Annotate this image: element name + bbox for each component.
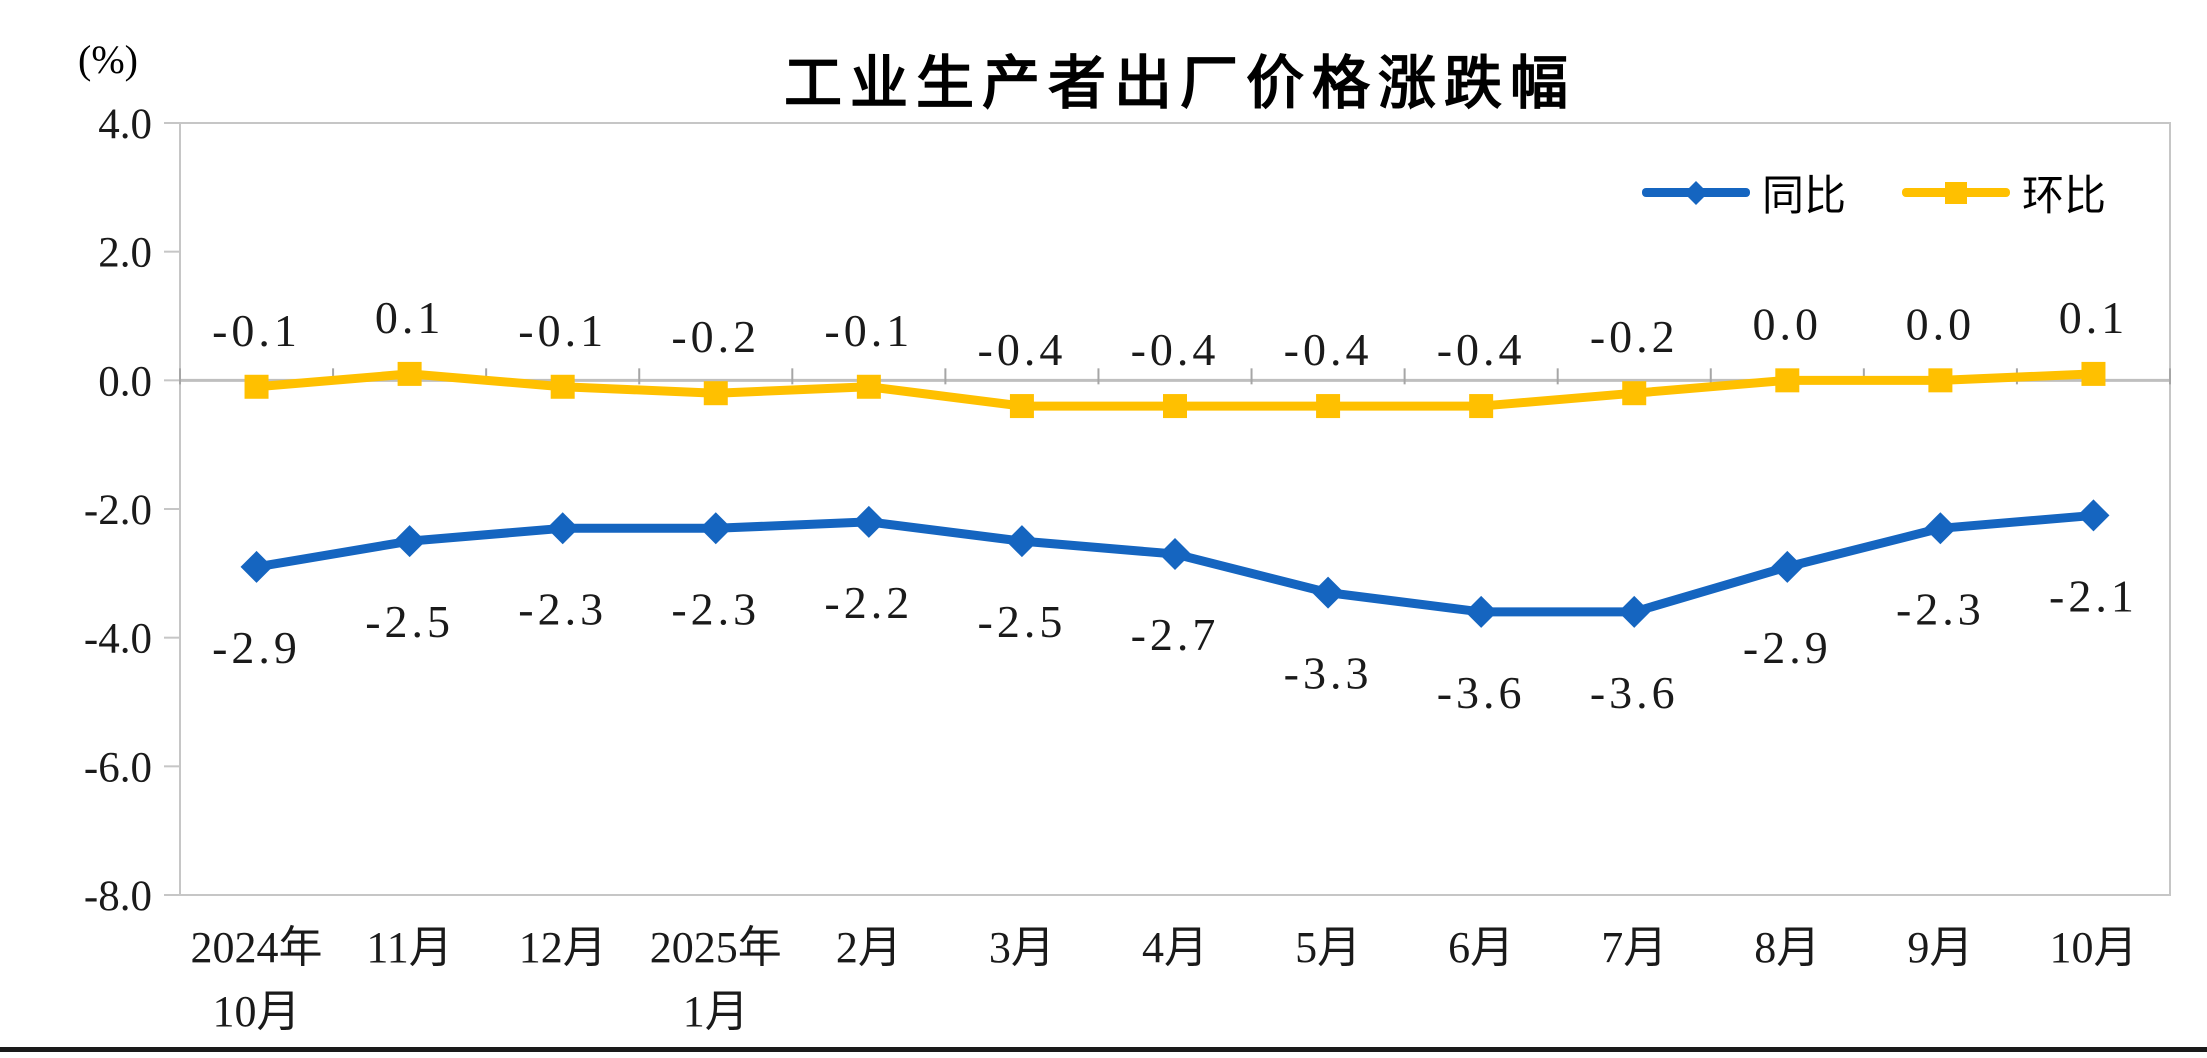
legend-item-mom: 环比 — [1902, 162, 2106, 223]
x-axis-label: 6月 — [1448, 923, 1514, 972]
data-label: 0.0 — [1906, 298, 1976, 349]
data-label: -2.5 — [978, 596, 1067, 647]
x-axis-label: 11月 — [366, 923, 452, 972]
data-label: -0.4 — [1437, 324, 1526, 375]
data-point-marker — [546, 512, 579, 545]
data-point-marker — [550, 374, 575, 399]
y-tick-label: -8.0 — [84, 873, 152, 920]
data-label: -3.6 — [1437, 667, 1526, 718]
data-point-marker — [1775, 368, 1800, 393]
x-axis-label: 4月 — [1142, 923, 1208, 972]
data-point-marker — [856, 374, 881, 399]
data-point-marker — [852, 505, 885, 538]
chart-title: 工业生产者出厂价格涨跌幅 — [783, 49, 1576, 117]
y-tick-label: -4.0 — [84, 616, 152, 663]
data-label: -0.1 — [212, 305, 301, 356]
data-label: -2.1 — [2049, 570, 2138, 621]
data-point-marker — [1771, 550, 1804, 583]
x-axis-label: 2月 — [836, 923, 902, 972]
data-point-marker — [1316, 394, 1341, 419]
y-tick-label: 2.0 — [98, 230, 152, 277]
data-point-marker — [244, 374, 269, 399]
x-axis-label: 5月 — [1295, 923, 1361, 972]
data-label: -0.4 — [978, 324, 1067, 375]
data-point-marker — [2081, 361, 2106, 386]
y-tick-label: -6.0 — [84, 744, 152, 791]
data-label: -0.1 — [518, 305, 607, 356]
data-label: -0.4 — [1131, 324, 1220, 375]
x-axis-label: 3月 — [989, 923, 1055, 972]
y-axis-unit-label: (%) — [78, 37, 138, 82]
data-point-marker — [1159, 538, 1191, 571]
data-point-marker — [393, 525, 426, 558]
data-point-marker — [1163, 394, 1187, 419]
data-point-marker — [1469, 394, 1494, 419]
data-label: -2.3 — [1896, 583, 1985, 634]
data-label: -2.7 — [1131, 609, 1220, 660]
data-label: -0.1 — [824, 305, 913, 356]
data-point-marker — [397, 361, 422, 386]
data-label: -2.2 — [824, 577, 913, 628]
y-tick-label: 4.0 — [98, 101, 152, 148]
data-label: -2.3 — [671, 583, 760, 634]
data-point-marker — [1622, 381, 1647, 406]
data-point-marker — [1465, 595, 1498, 628]
y-tick-label: -2.0 — [84, 487, 152, 534]
data-label: -2.9 — [1743, 622, 1832, 673]
data-label: -0.4 — [1284, 324, 1373, 375]
data-point-marker — [1928, 368, 1953, 393]
x-axis-label: 8月 — [1754, 923, 1820, 972]
data-label: 0.0 — [1753, 298, 1823, 349]
data-label: -2.3 — [518, 583, 607, 634]
data-point-marker — [1005, 525, 1038, 558]
x-axis-label: 12月 — [519, 923, 607, 972]
legend: 同比 环比 — [1642, 162, 2106, 223]
data-point-marker — [1924, 512, 1957, 545]
plot-border — [179, 122, 2171, 896]
data-label: -3.3 — [1284, 648, 1373, 699]
x-axis-label: 10月 — [2049, 923, 2137, 972]
data-point-marker — [240, 550, 273, 583]
data-point-marker — [703, 381, 728, 406]
data-label: 0.1 — [2059, 292, 2129, 343]
x-axis-label: 7月 — [1601, 923, 1667, 972]
bottom-divider — [0, 1047, 2207, 1052]
data-label: 0.1 — [375, 292, 445, 343]
legend-label-yoy: 同比 — [1762, 171, 1847, 220]
data-label: -0.2 — [671, 311, 760, 362]
diamond-marker-icon — [1683, 180, 1709, 205]
data-label: -2.5 — [365, 596, 454, 647]
legend-item-yoy: 同比 — [1642, 162, 1846, 223]
y-tick-label: 0.0 — [98, 358, 152, 405]
data-label: -2.9 — [212, 622, 301, 673]
data-label: -0.2 — [1590, 311, 1679, 362]
data-point-marker — [699, 512, 732, 545]
x-axis-label: 2025年 1月 — [650, 923, 782, 1036]
x-axis-label: 9月 — [1907, 923, 1973, 972]
data-point-marker — [1009, 394, 1034, 419]
data-point-marker — [1618, 595, 1651, 628]
mom-line-swatch — [1902, 181, 2011, 204]
legend-label-mom: 环比 — [2022, 171, 2107, 220]
x-axis-label: 2024年 10月 — [191, 923, 323, 1036]
data-label: -3.6 — [1590, 667, 1679, 718]
yoy-line-swatch — [1642, 180, 1750, 205]
square-marker-icon — [1945, 181, 1968, 204]
data-point-marker — [2077, 499, 2110, 532]
data-point-marker — [1312, 576, 1345, 609]
